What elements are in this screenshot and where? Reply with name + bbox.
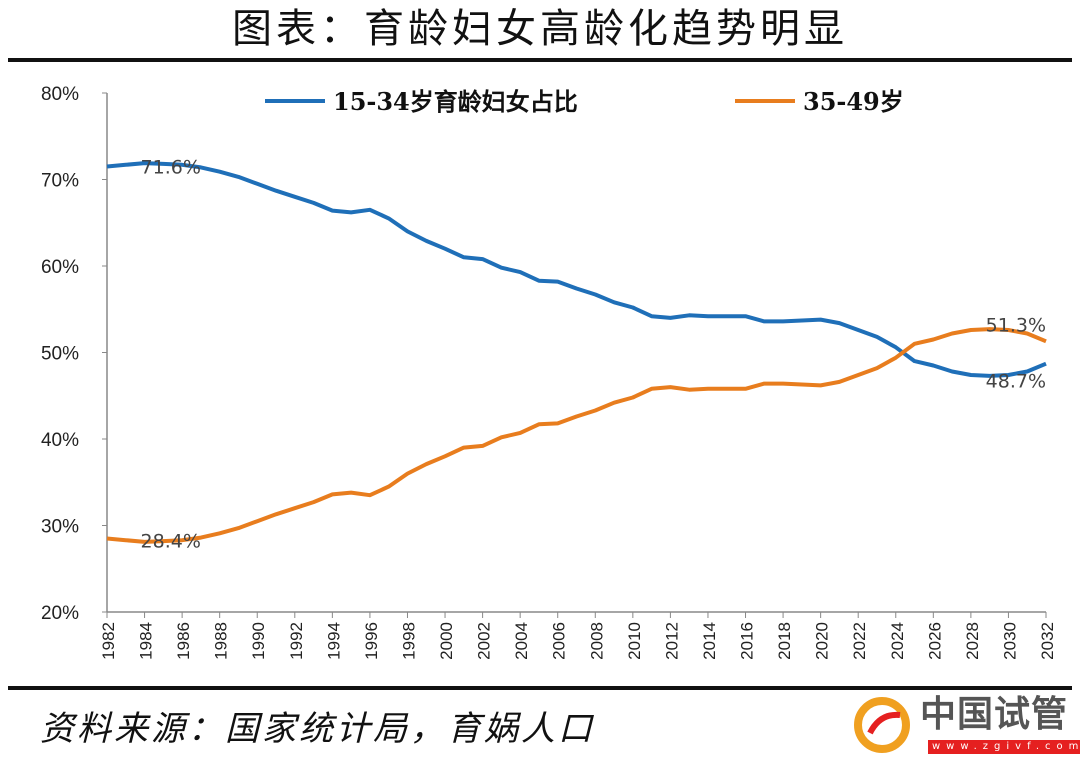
legend-label-1: 15-34岁育龄妇女占比 [333, 87, 578, 116]
x-tick-label: 2020 [813, 622, 832, 660]
line-chart: 20% 30% 40% 50% 60% 70% 80% 1982 1984 1986 1988 199… [41, 84, 1057, 660]
x-tick-label: 2004 [512, 622, 531, 660]
y-tick-label: 20% [41, 603, 79, 624]
x-tick-label: 2024 [888, 622, 907, 660]
x-tick-label: 1990 [249, 622, 268, 660]
x-tick-label: 1984 [137, 622, 156, 660]
data-label: 48.7% [986, 371, 1046, 393]
page-title: 图表：育龄妇女高龄化趋势明显 [232, 6, 848, 52]
y-tick-label: 80% [41, 84, 79, 105]
phoenix-logo-icon [854, 697, 910, 753]
series-line-2 [106, 327, 1047, 544]
x-tick-label: 2010 [625, 622, 644, 660]
x-tick-label: 2014 [700, 622, 719, 660]
series-line-1 [106, 161, 1047, 378]
y-tick-label: 50% [41, 344, 79, 365]
x-tick-label: 2012 [662, 622, 681, 660]
x-tick-label: 1996 [362, 622, 381, 660]
source-note: 资料来源：国家统计局，育娲人口 [40, 709, 595, 749]
bottom-divider [8, 686, 1072, 690]
watermark-logo: 中国试管 www.zgivf.com [850, 693, 1080, 757]
x-tick-label: 1986 [174, 622, 193, 660]
x-tick-label: 2000 [437, 622, 456, 660]
y-tick-label: 30% [41, 517, 79, 538]
x-tick-label: 2030 [1000, 622, 1019, 660]
x-tick-label: 2002 [475, 622, 494, 660]
x-tick-label: 1982 [99, 622, 118, 660]
x-tick-label: 2028 [963, 622, 982, 660]
x-tick-label: 2006 [550, 622, 569, 660]
data-label: 51.3% [986, 314, 1046, 336]
y-tick-label: 40% [41, 430, 79, 451]
y-tick-label: 70% [41, 171, 79, 192]
x-tick-label: 2008 [587, 622, 606, 660]
x-tick-label: 2018 [775, 622, 794, 660]
x-tick-label: 1998 [399, 622, 418, 660]
x-tick-label: 2022 [850, 622, 869, 660]
legend-label-2: 35-49岁 [803, 87, 904, 116]
x-tick-label: 2016 [738, 622, 757, 660]
data-label: 28.4% [141, 530, 201, 552]
data-label: 71.6% [141, 157, 201, 179]
top-divider [8, 58, 1072, 62]
logo-text: 中国试管 [920, 694, 1069, 735]
y-tick-label: 60% [41, 257, 79, 278]
logo-url: www.zgivf.com [928, 740, 1080, 754]
x-tick-label: 1992 [287, 622, 306, 660]
x-tick-label: 2032 [1038, 622, 1057, 660]
x-tick-label: 1988 [212, 622, 231, 660]
x-tick-label: 1994 [324, 622, 343, 660]
x-tick-label: 2026 [925, 622, 944, 660]
